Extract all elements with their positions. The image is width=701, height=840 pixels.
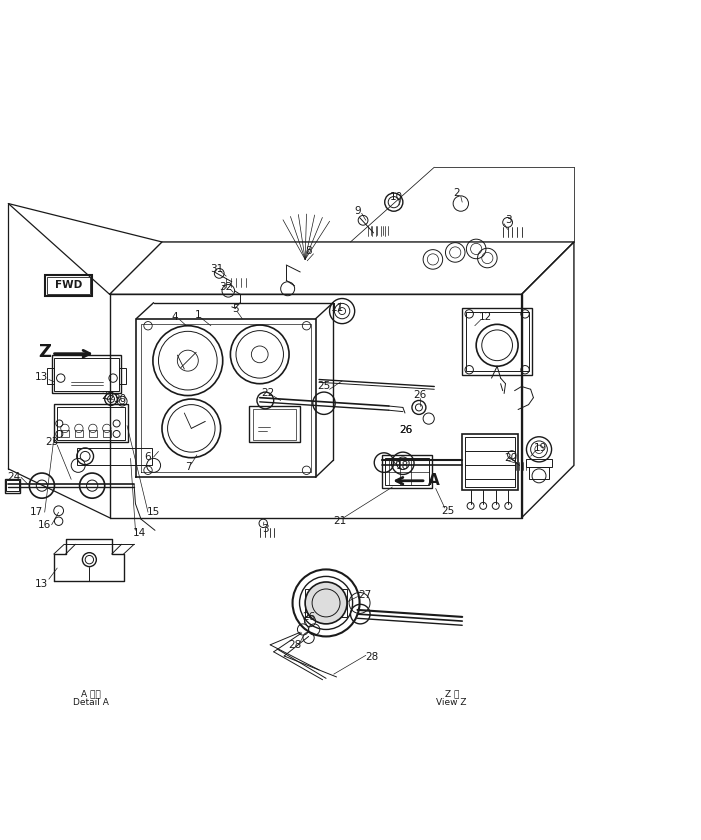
Bar: [52, 355, 121, 393]
Text: 30: 30: [114, 394, 127, 404]
Text: 26: 26: [400, 426, 413, 435]
Text: 24: 24: [7, 472, 20, 482]
Bar: [61, 430, 69, 437]
Bar: [102, 430, 111, 437]
Text: 28: 28: [288, 640, 301, 650]
Text: 26: 26: [414, 390, 427, 400]
Text: 18: 18: [396, 461, 409, 471]
Bar: [386, 459, 429, 485]
Bar: [462, 434, 518, 490]
Text: 27: 27: [358, 590, 371, 600]
Text: 29: 29: [101, 391, 114, 402]
Bar: [119, 368, 126, 384]
Text: 1: 1: [195, 310, 202, 319]
Text: 3: 3: [262, 524, 268, 534]
Text: Z 視: Z 視: [444, 689, 459, 698]
Bar: [526, 459, 552, 468]
Text: 13: 13: [35, 579, 48, 589]
Bar: [529, 467, 549, 480]
Bar: [55, 358, 118, 391]
Text: 7: 7: [185, 462, 192, 472]
Text: 16: 16: [38, 520, 51, 530]
Circle shape: [305, 582, 347, 624]
Text: Z: Z: [39, 344, 51, 361]
Text: 11: 11: [332, 303, 345, 313]
Bar: [45, 275, 92, 296]
Text: 4: 4: [171, 312, 178, 322]
Text: 14: 14: [133, 528, 147, 538]
Bar: [305, 589, 347, 617]
Text: 20: 20: [505, 453, 517, 463]
Text: 8: 8: [306, 246, 312, 256]
Text: 19: 19: [533, 443, 547, 453]
Text: FWD: FWD: [55, 281, 82, 291]
Text: 22: 22: [261, 388, 275, 398]
Text: View Z: View Z: [437, 697, 467, 706]
Text: 25: 25: [442, 506, 455, 516]
Bar: [253, 409, 296, 439]
Bar: [75, 430, 83, 437]
Text: 15: 15: [147, 507, 161, 517]
Bar: [47, 368, 54, 384]
Text: 9: 9: [354, 206, 361, 216]
Bar: [55, 404, 128, 443]
Bar: [88, 430, 97, 437]
Bar: [382, 455, 433, 488]
Text: 26: 26: [302, 612, 315, 622]
Bar: [77, 448, 152, 465]
Bar: [6, 480, 19, 491]
Text: 3: 3: [505, 215, 512, 225]
Text: 2: 2: [454, 188, 460, 198]
Text: 32: 32: [219, 282, 233, 292]
Text: 31: 31: [210, 265, 223, 274]
Text: 10: 10: [389, 192, 402, 202]
Text: 17: 17: [29, 507, 43, 517]
Text: 23: 23: [45, 438, 58, 448]
Text: 5: 5: [232, 304, 238, 314]
Bar: [5, 479, 20, 492]
Text: 21: 21: [334, 517, 347, 526]
Text: A 拡大: A 拡大: [81, 689, 101, 698]
Text: 28: 28: [365, 653, 378, 663]
Bar: [465, 312, 529, 371]
Text: 13: 13: [35, 372, 48, 381]
Bar: [462, 308, 532, 375]
Bar: [47, 277, 90, 294]
Bar: [57, 407, 125, 439]
Text: 6: 6: [144, 452, 151, 462]
Text: Detail A: Detail A: [73, 697, 109, 706]
Bar: [465, 437, 515, 487]
Bar: [250, 406, 299, 443]
Text: 25: 25: [318, 381, 331, 391]
Text: 26: 26: [400, 426, 413, 435]
Text: A: A: [428, 473, 440, 488]
Text: 12: 12: [479, 312, 492, 323]
